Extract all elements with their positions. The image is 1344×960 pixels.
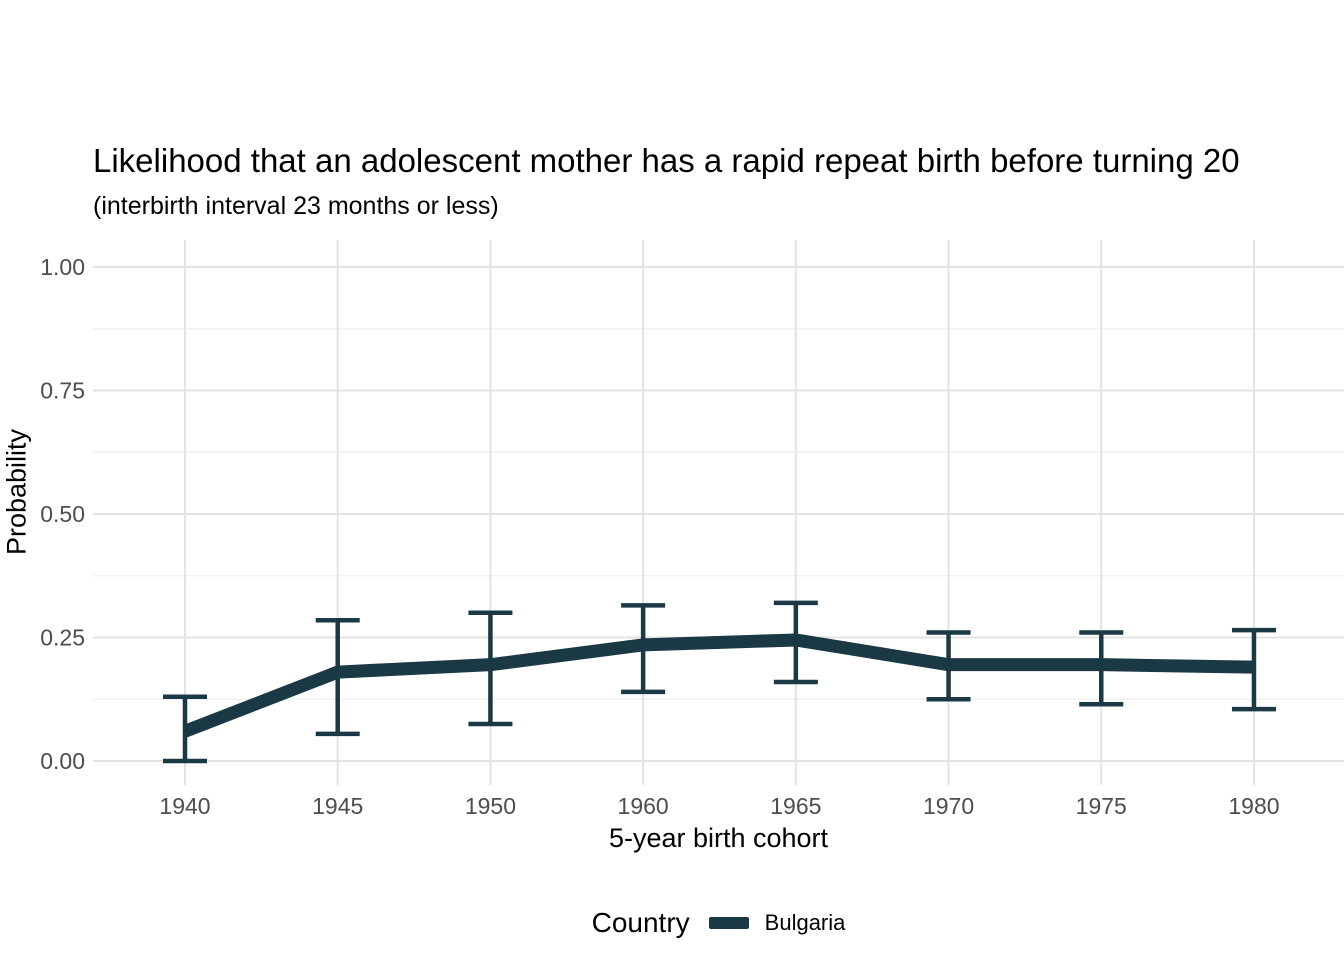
error-bar (1231, 627, 1276, 712)
y-tick-label: 0.25 (40, 625, 85, 651)
chart-title: Likelihood that an adolescent mother has… (93, 142, 1240, 179)
y-axis-title: Probability (1, 428, 32, 556)
legend: Country Bulgaria (93, 905, 1344, 941)
x-tick-label: 1965 (770, 793, 821, 819)
x-tick-label: 1950 (465, 793, 516, 819)
x-axis-title: 5-year birth cohort (608, 823, 829, 853)
chart-subtitle: (interbirth interval 23 months or less) (93, 192, 499, 220)
y-tick-label: 0.50 (40, 501, 85, 527)
x-tick-label: 1970 (923, 793, 974, 819)
trend-line (182, 633, 1255, 738)
y-tick-label: 0.00 (40, 748, 85, 774)
y-tick-label: 0.75 (40, 378, 85, 404)
y-tick-label: 1.00 (40, 254, 85, 280)
legend-line-swatch (708, 917, 749, 929)
x-tick-label: 1940 (159, 793, 210, 819)
x-tick-label: 1980 (1228, 793, 1279, 819)
legend-entry-label: Bulgaria (764, 910, 846, 935)
x-tick-label: 1960 (618, 793, 669, 819)
x-tick-label: 1975 (1076, 793, 1127, 819)
x-tick-label: 1945 (312, 793, 363, 819)
legend-title: Country (591, 907, 690, 938)
